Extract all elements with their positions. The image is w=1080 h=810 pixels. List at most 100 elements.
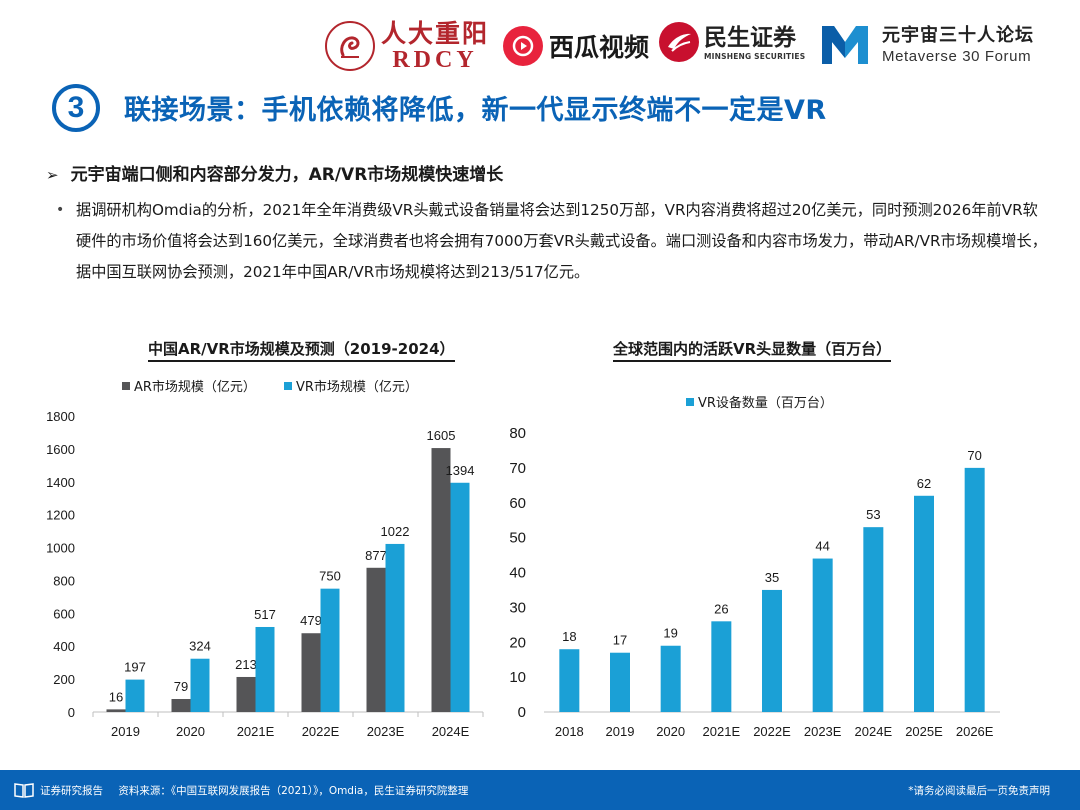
bullet-text: 据调研机构Omdia的分析，2021年全年消费级VR头戴式设备销量将会达到125… bbox=[76, 201, 1047, 281]
chart2-ytick-label: 70 bbox=[509, 460, 526, 477]
chart2-data-label: 26 bbox=[714, 601, 728, 616]
rdcy-logo: 人大重阳 RDCY bbox=[325, 20, 489, 72]
chart1-category-label: 2020 bbox=[176, 724, 205, 739]
chart1-bar-vr bbox=[450, 482, 470, 712]
chart1-data-label: 197 bbox=[124, 660, 146, 675]
chart2-bar-vr bbox=[964, 467, 985, 712]
chart2-bar-vr bbox=[863, 527, 884, 712]
minsheng-wing-icon bbox=[659, 22, 699, 62]
chart2-data-label: 62 bbox=[917, 476, 931, 491]
chart2-ytick-label: 20 bbox=[509, 634, 526, 651]
chart1-data-label: 877 bbox=[365, 548, 387, 563]
chart1-data-label: 750 bbox=[319, 569, 341, 584]
page-title: 联接场景：手机依赖将降低，新一代显示终端不一定是VR bbox=[124, 95, 827, 126]
chart1-bar-ar bbox=[171, 699, 191, 712]
chart1-legend-swatch bbox=[122, 382, 130, 390]
chart1-title: 中国AR/VR市场规模及预测（2019-2024） bbox=[148, 339, 455, 362]
chart1-ytick-label: 600 bbox=[53, 606, 75, 621]
chart1-data-label: 324 bbox=[189, 639, 211, 654]
chart2-bar-vr bbox=[812, 558, 833, 712]
chart1-ytick-label: 1600 bbox=[46, 442, 75, 457]
xigua-name: 西瓜视频 bbox=[549, 33, 650, 62]
chart1-ytick-label: 1000 bbox=[46, 541, 75, 556]
chart1-legend-label: AR市场规模（亿元） bbox=[134, 379, 256, 395]
chart2-category-label: 2024E bbox=[855, 724, 893, 739]
chart2-bar-vr bbox=[711, 621, 732, 712]
chart2-data-label: 19 bbox=[663, 626, 677, 641]
chart1-bar-vr bbox=[125, 679, 145, 712]
forum-cn-name: 元宇宙三十人论坛 bbox=[882, 24, 1034, 46]
footer-source: 资料来源：《中国互联网发展报告（2021）》，Omdia，民生证券研究院整理 bbox=[118, 785, 469, 797]
chart2-data-label: 53 bbox=[866, 507, 880, 522]
forum-en-name: Metaverse 30 Forum bbox=[882, 47, 1032, 65]
chart1-ytick-label: 0 bbox=[68, 705, 75, 720]
chart1-data-label: 16 bbox=[109, 689, 123, 704]
chart2-ytick-label: 80 bbox=[509, 425, 526, 442]
book-icon bbox=[14, 783, 34, 798]
chart2-category-label: 2023E bbox=[804, 724, 842, 739]
headline-text: 元宇宙端口侧和内容部分发力，AR/VR市场规模快速增长 bbox=[70, 165, 504, 185]
minsheng-en-name: MINSHENG SECURITIES bbox=[704, 51, 806, 61]
chart1-data-label: 213 bbox=[235, 657, 257, 672]
chart2-legend-label: VR设备数量（百万台） bbox=[698, 395, 833, 411]
chart2-data-label: 17 bbox=[613, 633, 627, 648]
rdcy-cn-name: 人大重阳 bbox=[381, 19, 490, 48]
chart2-bar-vr bbox=[559, 649, 580, 712]
xigua-logo: 西瓜视频 bbox=[503, 26, 649, 66]
chart2-category-label: 2026E bbox=[956, 724, 994, 739]
chart2-ytick-label: 10 bbox=[509, 669, 526, 686]
chart1-data-label: 1394 bbox=[446, 463, 475, 478]
chart2-title: 全球范围内的活跃VR头显数量（百万台） bbox=[613, 339, 892, 362]
chart2-bar-vr bbox=[762, 589, 782, 712]
chart1-data-label: 79 bbox=[174, 679, 188, 694]
chart2-data-label: 70 bbox=[967, 448, 981, 463]
section-number-badge: 3 bbox=[52, 84, 100, 132]
chart1-data-label: 479 bbox=[300, 613, 322, 628]
chart2-ytick-label: 40 bbox=[509, 565, 526, 582]
chart1-bar-vr bbox=[385, 543, 405, 712]
chart1-bar-ar bbox=[301, 633, 321, 712]
chart2-legend-swatch bbox=[686, 398, 694, 406]
chart2-category-label: 2020 bbox=[656, 724, 685, 739]
chart1-data-label: 1605 bbox=[427, 428, 456, 443]
footer-bar: 证券研究报告 资料来源：《中国互联网发展报告（2021）》，Omdia，民生证券… bbox=[0, 770, 1080, 810]
chart1-bar-vr bbox=[190, 658, 210, 712]
chart1-category-label: 2024E bbox=[432, 724, 470, 739]
footer-disclaimer: *请务必阅读最后一页免责声明 bbox=[908, 785, 1050, 797]
rdcy-en-name: RDCY bbox=[392, 47, 478, 73]
chart1-category-label: 2021E bbox=[237, 724, 275, 739]
chart1-ytick-label: 1800 bbox=[46, 409, 75, 424]
chart1-bar-ar bbox=[431, 448, 451, 712]
chart2-bar-vr bbox=[660, 645, 681, 712]
metaverse-forum-logo: 元宇宙三十人论坛 Metaverse 30 Forum bbox=[820, 22, 1034, 66]
chart1-bar-vr bbox=[255, 626, 275, 712]
chart1-bar-vr bbox=[320, 588, 340, 712]
chart2-bar-vr bbox=[914, 495, 934, 712]
chart1-ytick-label: 1200 bbox=[46, 508, 75, 523]
chart1-legend-swatch bbox=[284, 382, 292, 390]
chart1-ytick-label: 400 bbox=[53, 639, 75, 654]
rdcy-seal-icon bbox=[325, 21, 375, 71]
chart2-bar-vr bbox=[610, 652, 630, 712]
chart2-ytick-label: 30 bbox=[509, 599, 526, 616]
chart2-category-label: 2021E bbox=[703, 724, 741, 739]
footer-report-label: 证券研究报告 bbox=[40, 785, 103, 797]
chart1-category-label: 2022E bbox=[302, 724, 340, 739]
chart2-ytick-label: 0 bbox=[518, 704, 526, 721]
chart2-data-label: 18 bbox=[562, 629, 576, 644]
chart1-ytick-label: 200 bbox=[53, 672, 75, 687]
chart1-bar-ar bbox=[366, 567, 386, 712]
chart2-data-label: 35 bbox=[765, 570, 779, 585]
bullet-paragraph: • 据调研机构Omdia的分析，2021年全年消费级VR头戴式设备销量将会达到1… bbox=[56, 195, 1048, 288]
chart2-category-label: 2019 bbox=[606, 724, 635, 739]
chart2-category-label: 2018 bbox=[555, 724, 584, 739]
chart1-bar-ar bbox=[236, 676, 256, 712]
chart2-ytick-label: 60 bbox=[509, 495, 526, 512]
chart1-data-label: 1022 bbox=[381, 524, 410, 539]
chart1-ytick-label: 1400 bbox=[46, 475, 75, 490]
chart1-legend-label: VR市场规模（亿元） bbox=[296, 379, 418, 395]
xigua-play-icon bbox=[503, 26, 543, 66]
bullet-dot-icon: • bbox=[56, 202, 65, 218]
chart2-data-label: 44 bbox=[815, 539, 829, 554]
metaverse-m-icon bbox=[822, 26, 868, 64]
